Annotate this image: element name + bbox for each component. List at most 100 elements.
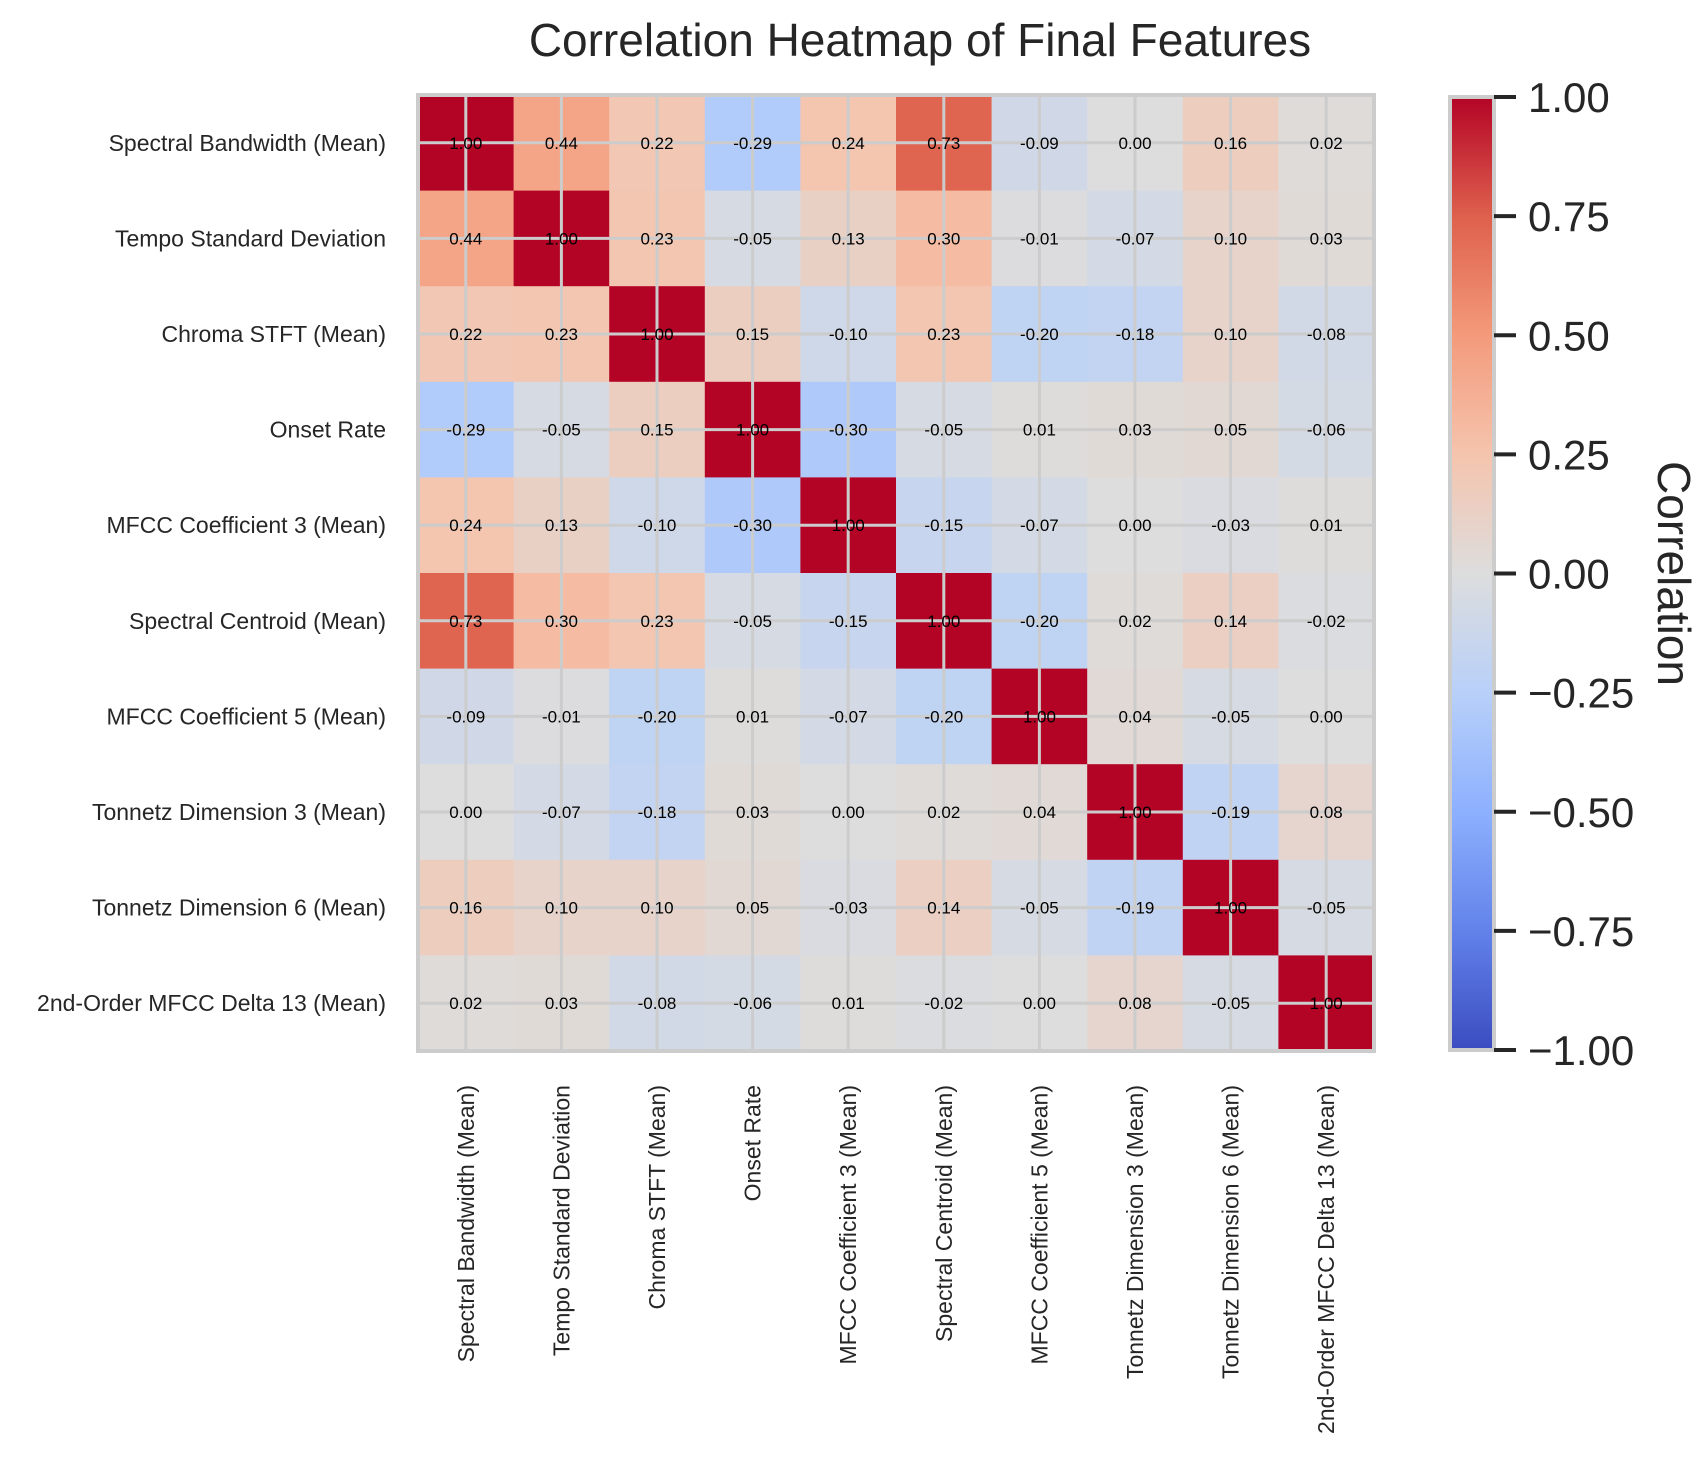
cell-value-label: 0.01 (1023, 421, 1056, 440)
cell-value-label: 0.16 (449, 899, 482, 918)
cell-value-label: 0.14 (1214, 612, 1247, 631)
y-tick-label: Tonnetz Dimension 6 (Mean) (92, 895, 386, 921)
cell-value-label: 0.44 (545, 134, 578, 153)
cell-value-label: 0.16 (1214, 134, 1247, 153)
y-tick-label: Tempo Standard Deviation (115, 225, 386, 251)
cell-value-label: 0.23 (640, 612, 673, 631)
cell-value-label: 1.00 (449, 134, 482, 153)
cell-value-label: -0.18 (638, 803, 677, 822)
cell-value-label: 0.24 (832, 134, 865, 153)
cell-value-label: -0.07 (1116, 229, 1155, 248)
cell-value-label: 0.00 (449, 803, 482, 822)
cell-value-label: 0.30 (927, 229, 960, 248)
cell-value-label: 1.00 (736, 421, 769, 440)
x-tick-label: Onset Rate (740, 1085, 766, 1201)
cell-annotations: 1.00 0.44 0.22 -0.29 0.24 0.73 -0.09 0.00 0.16 0.… (446, 134, 1345, 1013)
cell-value-label: 0.00 (1023, 994, 1056, 1013)
cell-value-label: 0.05 (736, 899, 769, 918)
cell-value-label: -0.15 (924, 516, 963, 535)
cell-value-label: 0.02 (1118, 612, 1151, 631)
cell-value-label: -0.29 (446, 421, 485, 440)
cell-value-label: -0.02 (924, 994, 963, 1013)
cell-value-label: -0.05 (1211, 707, 1250, 726)
cell-value-label: -0.05 (733, 612, 772, 631)
cell-value-label: 0.02 (927, 803, 960, 822)
y-tick-label: MFCC Coefficient 3 (Mean) (107, 512, 387, 538)
cell-value-label: 0.01 (736, 707, 769, 726)
cell-value-label: 0.15 (640, 421, 673, 440)
cell-value-label: 0.22 (640, 134, 673, 153)
y-axis-tick-labels: Spectral Bandwidth (Mean) Tempo Standard … (37, 130, 386, 1016)
cell-value-label: 0.02 (449, 994, 482, 1013)
colorbar-tick-label: −0.25 (1528, 670, 1634, 717)
y-tick-label: Onset Rate (270, 417, 386, 443)
y-tick-label: MFCC Coefficient 5 (Mean) (107, 703, 387, 729)
heatmap-frame (416, 93, 1376, 1053)
x-tick-label: Spectral Centroid (Mean) (931, 1085, 957, 1342)
colorbar-tick-label: 0.50 (1528, 312, 1610, 359)
colorbar-tick-label: −0.50 (1528, 789, 1634, 836)
cell-value-label: 0.22 (449, 325, 482, 344)
y-tick-label: Chroma STFT (Mean) (161, 321, 386, 347)
cell-value-label: -0.05 (924, 421, 963, 440)
cell-value-label: 0.05 (1214, 421, 1247, 440)
cell-value-label: 1.00 (640, 325, 673, 344)
cell-value-label: -0.05 (542, 421, 581, 440)
colorbar-tick-label: 1.00 (1528, 74, 1610, 121)
cell-value-label: -0.06 (733, 994, 772, 1013)
cell-value-label: 0.30 (545, 612, 578, 631)
cell-value-label: -0.07 (829, 707, 868, 726)
cell-value-label: -0.07 (1020, 516, 1059, 535)
cell-value-label: 0.03 (1310, 229, 1343, 248)
cell-value-label: 0.13 (545, 516, 578, 535)
cell-value-label: 0.23 (545, 325, 578, 344)
cell-value-label: -0.09 (1020, 134, 1059, 153)
x-tick-label: MFCC Coefficient 5 (Mean) (1026, 1085, 1052, 1365)
cell-value-label: -0.01 (1020, 229, 1059, 248)
cell-value-label: -0.05 (733, 229, 772, 248)
cell-value-label: -0.29 (733, 134, 772, 153)
cell-value-label: -0.20 (1020, 612, 1059, 631)
cell-value-label: 1.00 (1023, 707, 1056, 726)
cell-value-label: 0.10 (545, 899, 578, 918)
cell-value-label: 0.15 (736, 325, 769, 344)
cell-value-label: -0.02 (1307, 612, 1346, 631)
cell-value-label: -0.03 (1211, 516, 1250, 535)
cell-value-label: -0.10 (829, 325, 868, 344)
cell-value-label: 1.00 (832, 516, 865, 535)
cell-value-label: 0.00 (832, 803, 865, 822)
cell-value-label: 0.73 (449, 612, 482, 631)
cell-value-label: 0.10 (640, 899, 673, 918)
cell-value-label: -0.18 (1116, 325, 1155, 344)
cell-value-label: 0.04 (1118, 707, 1151, 726)
chart-title: Correlation Heatmap of Final Features (529, 14, 1311, 66)
x-tick-label: Spectral Bandwidth (Mean) (453, 1085, 479, 1362)
x-tick-label: Tonnetz Dimension 6 (Mean) (1218, 1085, 1244, 1379)
colorbar-ticks: 1.00 0.75 0.50 0.25 0.00 −0.25 −0.50 −0.75 −1.00 (1494, 74, 1634, 1074)
cell-value-label: -0.19 (1116, 899, 1155, 918)
cell-value-label: 0.00 (1118, 134, 1151, 153)
cell-value-label: 0.23 (640, 229, 673, 248)
cell-value-label: -0.08 (638, 994, 677, 1013)
cell-value-label: 0.03 (736, 803, 769, 822)
cell-value-label: -0.08 (1307, 325, 1346, 344)
y-tick-label: 2nd-Order MFCC Delta 13 (Mean) (37, 990, 386, 1016)
cell-value-label: -0.01 (542, 707, 581, 726)
cell-value-label: 0.73 (927, 134, 960, 153)
x-tick-label: Tempo Standard Deviation (548, 1085, 574, 1356)
colorbar-gradient (1450, 97, 1494, 1050)
cell-value-label: 0.08 (1118, 994, 1151, 1013)
cell-value-label: -0.20 (638, 707, 677, 726)
cell-value-label: -0.30 (733, 516, 772, 535)
cell-value-label: 0.10 (1214, 229, 1247, 248)
cell-value-label: 0.03 (1118, 421, 1151, 440)
x-tick-label: Tonnetz Dimension 3 (Mean) (1122, 1085, 1148, 1379)
heatmap-grid (418, 95, 1374, 1051)
cell-value-label: 0.04 (1023, 803, 1056, 822)
colorbar-tick-label: −0.75 (1528, 908, 1634, 955)
cell-value-label: -0.20 (1020, 325, 1059, 344)
colorbar-tick-label: 0.00 (1528, 551, 1610, 598)
x-tick-label: Chroma STFT (Mean) (644, 1085, 670, 1310)
cell-value-label: 0.44 (449, 229, 482, 248)
